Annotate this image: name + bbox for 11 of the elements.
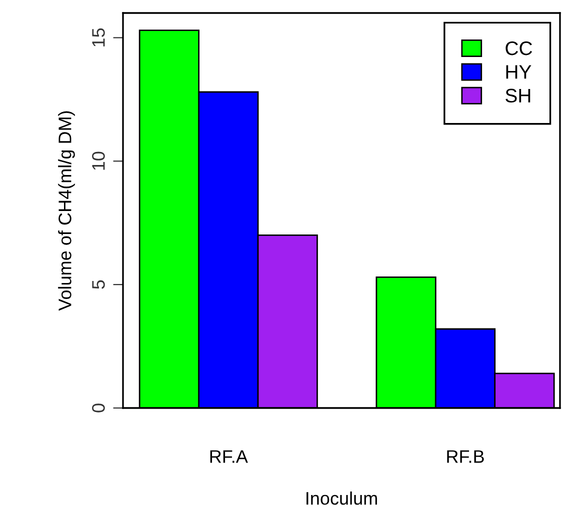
x-axis-title: Inoculum (306, 492, 377, 505)
y-tick-label: 0 (92, 404, 105, 412)
legend-label: HY (506, 65, 532, 79)
y-tick-label: 10 (92, 152, 105, 170)
legend-label: CC (506, 41, 532, 56)
legend-label: SH (506, 88, 530, 103)
x-tick-label: RF.B (447, 450, 484, 463)
y-tick-label: 15 (92, 28, 105, 46)
x-tick-label: RF.A (210, 450, 248, 463)
y-axis-title: Volume of CH4(ml/g DM) (58, 111, 75, 311)
y-tick-label: 5 (92, 280, 105, 289)
